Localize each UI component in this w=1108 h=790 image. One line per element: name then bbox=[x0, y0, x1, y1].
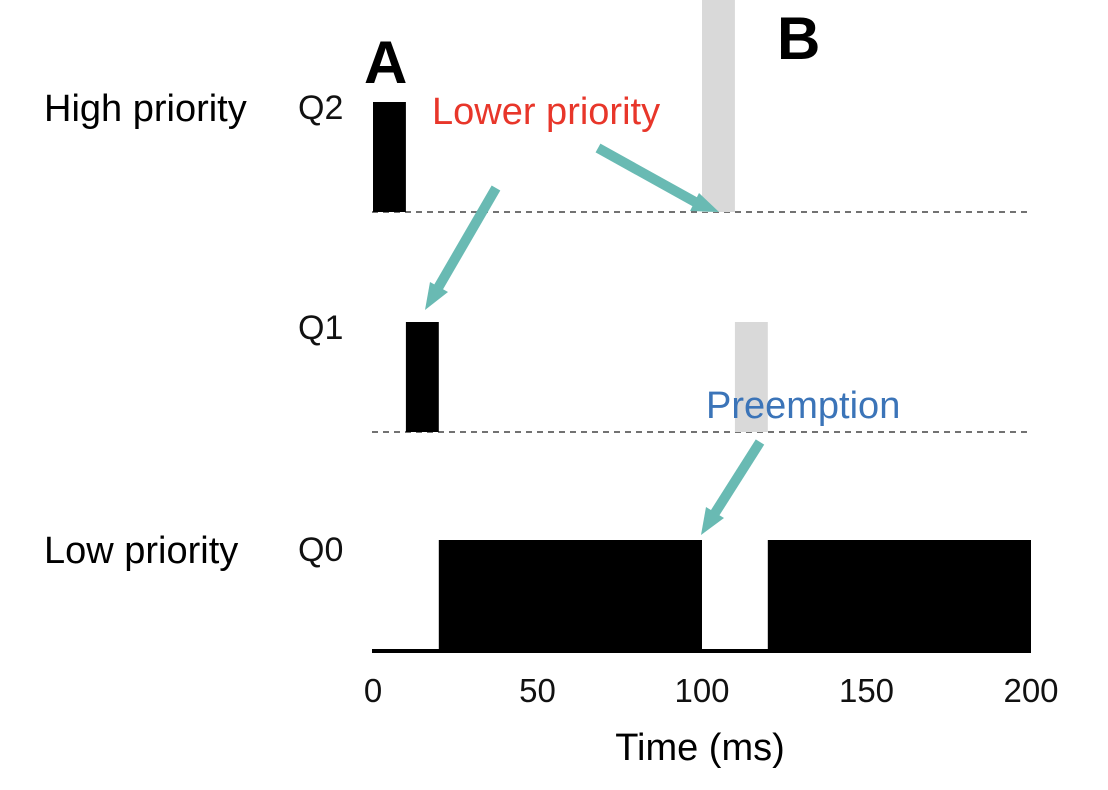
bar-job-b-q1-1 bbox=[734, 322, 768, 432]
arrow-to-preemption bbox=[701, 439, 765, 535]
x-tick-label: 50 bbox=[519, 672, 556, 709]
queue-label-q1: Q1 bbox=[298, 309, 343, 347]
low-priority-label: Low priority bbox=[44, 530, 238, 572]
x-tick-label: 100 bbox=[674, 672, 729, 709]
x-tick-labels: 0 50 100 150 200 bbox=[364, 672, 1059, 709]
high-priority-label: High priority bbox=[44, 88, 247, 130]
bar-job-a-q0-3 bbox=[767, 540, 1031, 650]
preemption-annotation: Preemption bbox=[706, 385, 900, 427]
queue-label-q0: Q0 bbox=[298, 531, 343, 569]
x-tick-label: 200 bbox=[1003, 672, 1058, 709]
bar-job-a-q0-2 bbox=[438, 540, 702, 650]
bar-job-a-q1-1 bbox=[405, 322, 439, 432]
x-tick-label: 0 bbox=[364, 672, 382, 709]
x-tick-label: 150 bbox=[839, 672, 894, 709]
job-b-marker: B bbox=[777, 5, 820, 72]
bars-layer bbox=[373, 0, 1031, 650]
bar-job-b-q2-0 bbox=[702, 0, 735, 212]
lower-priority-annotation: Lower priority bbox=[432, 91, 660, 133]
x-axis-title: Time (ms) bbox=[615, 727, 785, 769]
arrow-to-job-b bbox=[595, 143, 719, 212]
arrow-to-q1 bbox=[425, 185, 501, 310]
queue-label-q2: Q2 bbox=[298, 89, 343, 127]
job-a-marker: A bbox=[364, 29, 407, 96]
bar-job-a-q2-0 bbox=[373, 102, 406, 212]
